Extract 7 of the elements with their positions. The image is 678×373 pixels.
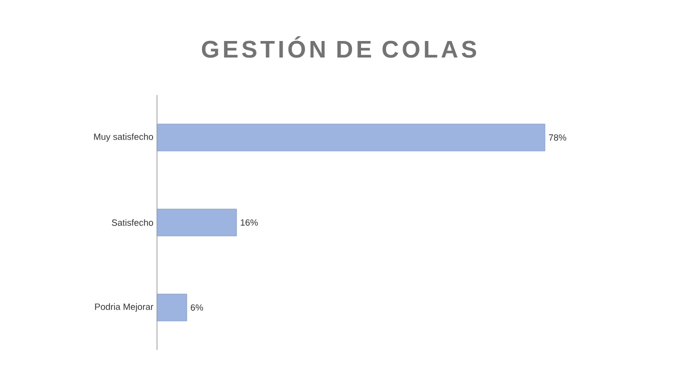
data-label: 6% — [190, 304, 204, 311]
chart-title: GESTIÓN DE COLAS — [202, 36, 476, 58]
y-tick-label: Satisfecho — [112, 219, 154, 226]
data-label: 16% — [240, 219, 258, 226]
y-tick-label: Podria Mejorar — [95, 303, 154, 312]
data-label: 78% — [548, 134, 566, 141]
y-tick-label: Muy satisfecho — [94, 133, 154, 142]
